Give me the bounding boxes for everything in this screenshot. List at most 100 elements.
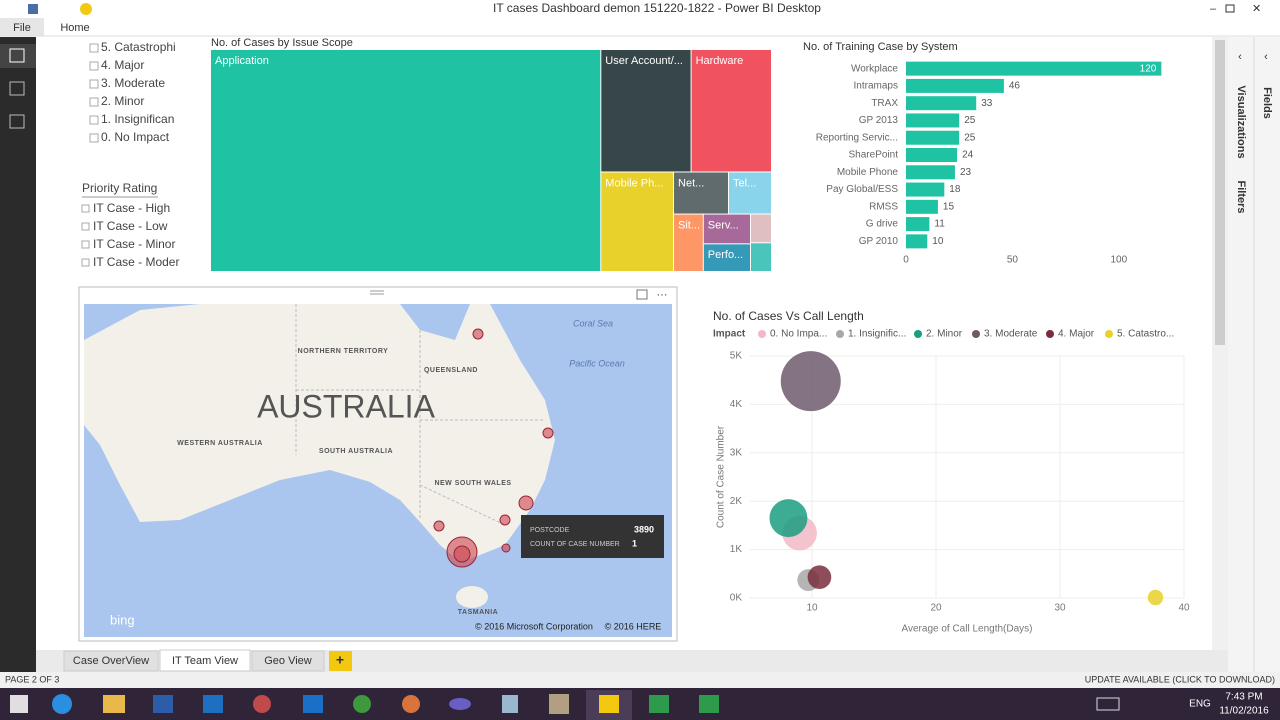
- app-icon[interactable]: [449, 698, 471, 710]
- treemap-tile[interactable]: [703, 214, 751, 244]
- slicer-checkbox[interactable]: [89, 133, 99, 143]
- bubble[interactable]: [1147, 589, 1164, 606]
- update-notice[interactable]: UPDATE AVAILABLE (CLICK TO DOWNLOAD): [1085, 674, 1275, 684]
- slicer-checkbox[interactable]: [89, 115, 99, 125]
- app-icon[interactable]: [203, 695, 223, 713]
- app-icon[interactable]: [52, 694, 72, 714]
- visualizations-tab[interactable]: Visualizations: [1235, 85, 1247, 158]
- maximize[interactable]: [1225, 4, 1235, 13]
- filters-tab[interactable]: Filters: [1235, 180, 1247, 213]
- minimize[interactable]: –: [1210, 3, 1217, 15]
- legend-marker[interactable]: [1046, 330, 1054, 338]
- legend-label[interactable]: 5. Catastro...: [1117, 329, 1174, 340]
- app-icon[interactable]: [402, 695, 420, 713]
- keyboard-icon[interactable]: [1096, 697, 1120, 711]
- add-page-label[interactable]: +: [336, 652, 344, 668]
- bar[interactable]: [906, 113, 960, 128]
- treemap-tile[interactable]: [751, 243, 771, 271]
- legend-marker[interactable]: [972, 330, 980, 338]
- page-tab[interactable]: [251, 650, 325, 672]
- treemap-tile[interactable]: [601, 50, 691, 172]
- slicer-checkbox[interactable]: [89, 79, 99, 89]
- bubble[interactable]: [780, 351, 841, 412]
- app-icon[interactable]: [649, 695, 669, 713]
- bar[interactable]: [906, 217, 930, 232]
- app-icon[interactable]: [549, 694, 569, 714]
- report-icon[interactable]: [9, 48, 25, 63]
- slicer-checkbox[interactable]: [81, 204, 90, 213]
- map-bubble[interactable]: [433, 520, 445, 532]
- map-bubble[interactable]: [542, 427, 554, 439]
- smiley-icon[interactable]: [80, 3, 92, 15]
- collapse-chevron[interactable]: ‹: [1264, 51, 1268, 63]
- bar[interactable]: [906, 199, 938, 214]
- app-icon[interactable]: [599, 695, 619, 713]
- legend-marker[interactable]: [1105, 330, 1113, 338]
- app-icon[interactable]: [103, 695, 125, 713]
- slicer-checkbox[interactable]: [89, 97, 99, 107]
- slicer-item[interactable]: IT Case - High: [93, 201, 170, 215]
- treemap-tile[interactable]: [601, 172, 674, 271]
- treemap-tile[interactable]: [703, 244, 751, 271]
- slicer-item[interactable]: 3. Moderate: [101, 76, 165, 90]
- bar[interactable]: [906, 130, 960, 145]
- slicer-item[interactable]: 2. Minor: [101, 94, 144, 108]
- legend-label[interactable]: 2. Minor: [926, 329, 963, 340]
- slicer-item[interactable]: IT Case - Moder: [93, 255, 179, 269]
- page-tab-label[interactable]: Geo View: [264, 655, 312, 667]
- collapse-chevron[interactable]: ‹: [1238, 51, 1242, 63]
- slicer-item[interactable]: 0. No Impact: [101, 130, 170, 144]
- focus-mode[interactable]: [636, 289, 648, 300]
- bar[interactable]: [906, 182, 945, 197]
- map-bubble[interactable]: [501, 543, 511, 553]
- bar[interactable]: [906, 148, 958, 162]
- bubble[interactable]: [769, 499, 808, 538]
- close[interactable]: ✕: [1252, 3, 1261, 15]
- map-bubble[interactable]: [499, 514, 511, 526]
- bar[interactable]: [906, 96, 977, 111]
- legend-label[interactable]: 3. Moderate: [984, 329, 1038, 340]
- add-page[interactable]: [329, 651, 352, 671]
- treemap-tile[interactable]: [674, 214, 703, 271]
- clock-time[interactable]: 7:43 PM: [1225, 692, 1262, 703]
- page-tab-label[interactable]: Case OverView: [73, 655, 149, 667]
- legend-label[interactable]: 1. Insignific...: [848, 329, 906, 340]
- app-icon[interactable]: [699, 695, 719, 713]
- slicer-checkbox[interactable]: [89, 61, 99, 71]
- bar[interactable]: [906, 234, 928, 249]
- slicer-checkbox[interactable]: [89, 43, 99, 53]
- bar[interactable]: [906, 78, 1004, 93]
- fields-tab[interactable]: Fields: [1261, 87, 1273, 119]
- slicer-item[interactable]: 5. Catastrophi: [101, 40, 176, 54]
- more-options[interactable]: ···: [657, 289, 668, 301]
- bubble[interactable]: [807, 565, 832, 590]
- file-tab[interactable]: [0, 18, 44, 36]
- file-tab-label[interactable]: File: [13, 22, 31, 34]
- treemap-tile[interactable]: [751, 214, 771, 243]
- app-icon[interactable]: [153, 695, 173, 713]
- app-icon[interactable]: [303, 695, 323, 713]
- app-icon[interactable]: [253, 695, 271, 713]
- legend-marker[interactable]: [914, 330, 922, 338]
- start-button[interactable]: [10, 695, 28, 713]
- treemap-tile[interactable]: [211, 50, 601, 271]
- treemap-tile[interactable]: [691, 50, 771, 172]
- treemap-tile[interactable]: [674, 172, 728, 214]
- legend-marker[interactable]: [758, 330, 766, 338]
- slicer-item[interactable]: 4. Major: [101, 58, 144, 72]
- slicer-checkbox[interactable]: [81, 240, 90, 249]
- slicer-checkbox[interactable]: [81, 222, 90, 231]
- relationships-icon[interactable]: [9, 114, 25, 129]
- data-icon[interactable]: [9, 81, 25, 96]
- page-tab-active[interactable]: [159, 649, 251, 672]
- map-bubble[interactable]: [453, 545, 471, 563]
- slicer-item[interactable]: IT Case - Minor: [93, 237, 175, 251]
- map-bubble[interactable]: [518, 495, 534, 511]
- slicer-checkbox[interactable]: [81, 258, 90, 267]
- save-icon[interactable]: [28, 4, 38, 14]
- clock-date[interactable]: 11/02/2016: [1219, 706, 1269, 717]
- legend-label[interactable]: 4. Major: [1058, 329, 1095, 340]
- bar[interactable]: [906, 165, 955, 180]
- page-tab[interactable]: [63, 650, 159, 672]
- treemap-tile[interactable]: [728, 172, 771, 214]
